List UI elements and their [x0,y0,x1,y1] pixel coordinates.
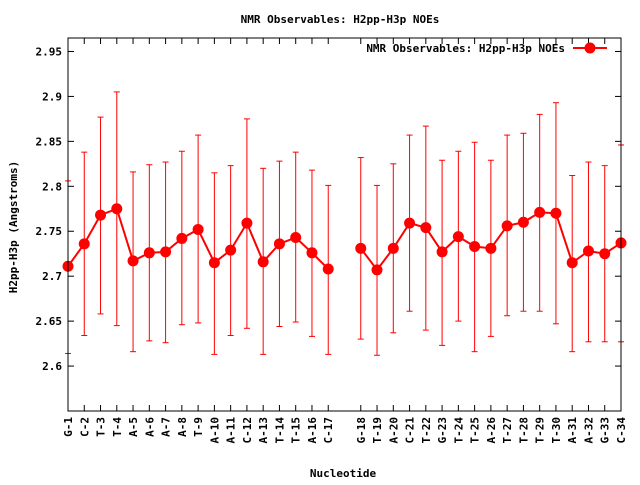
y-tick-label: 2.8 [42,180,62,193]
data-point [420,222,432,234]
data-point [485,242,497,254]
x-tick-label: A-13 [257,417,270,444]
y-tick-label: 2.75 [36,225,63,238]
data-point [160,246,172,258]
y-tick-label: 2.9 [42,90,62,103]
data-point [517,216,529,228]
y-axis-label: H2pp-H3p (Angstroms) [7,161,20,293]
x-tick-label: G-23 [436,417,449,444]
data-point [257,256,269,268]
data-point [534,206,546,218]
x-tick-label: G-1 [62,417,75,437]
x-tick-label: A-11 [225,417,238,444]
y-tick-label: 2.95 [36,45,63,58]
data-point [322,263,334,275]
chart-title: NMR Observables: H2pp-H3p NOEs [241,13,440,26]
x-tick-label: C-17 [322,417,335,444]
x-tick-label: T-27 [501,417,514,444]
data-point [95,209,107,221]
x-tick-label: G-18 [355,417,368,444]
x-tick-label: T-15 [290,417,303,444]
x-tick-label: T-28 [517,417,530,444]
data-point [387,242,399,254]
legend: NMR Observables: H2pp-H3p NOEs [366,42,607,55]
x-tick-label: A-16 [306,417,319,444]
x-tick-label: T-24 [452,417,465,444]
data-point [355,242,367,254]
x-tick-label: C-12 [241,417,254,444]
x-tick-label: T-19 [371,417,384,444]
x-tick-label: C-2 [78,417,91,437]
x-tick-label: T-3 [95,417,108,437]
data-point [225,244,237,256]
data-point [192,223,204,235]
data-point [469,241,481,253]
x-tick-label: T-4 [111,417,124,437]
data-point [599,248,611,260]
x-tick-label: A-8 [176,417,189,437]
plot-frame [67,37,622,412]
x-tick-label: G-33 [599,417,612,444]
x-tick-label: T-30 [550,417,563,444]
data-point [241,217,253,229]
x-tick-label: C-34 [615,417,628,444]
data-point [127,255,139,267]
y-tick-label: 2.7 [42,270,62,283]
x-axis-label: Nucleotide [310,467,377,480]
data-point [371,264,383,276]
data-point [111,203,123,215]
x-tick-label: T-14 [273,417,286,444]
data-point [273,238,285,250]
data-point [306,247,318,259]
data-point [436,246,448,258]
data-point [78,238,90,250]
x-tick-label: C-21 [404,417,417,444]
data-point [566,257,578,269]
legend-label: NMR Observables: H2pp-H3p NOEs [366,42,565,55]
legend-marker [584,42,596,54]
data-point [404,217,416,229]
data-point [550,207,562,219]
x-tick-label: A-5 [127,417,140,437]
x-tick-label: T-9 [192,417,205,437]
y-tick-label: 2.65 [36,315,63,328]
data-point [143,247,155,259]
x-tick-label: A-6 [143,417,156,437]
x-tick-label: A-31 [566,417,579,444]
x-tick-label: T-22 [420,417,433,444]
data-point [208,257,220,269]
data-point [176,232,188,244]
data-point [582,245,594,257]
data-point [501,220,513,232]
data-point [290,232,302,244]
x-tick-label: A-7 [160,417,173,437]
data-point [452,231,464,243]
y-tick-label: 2.85 [36,135,63,148]
x-tick-label: A-20 [387,417,400,444]
x-tick-label: T-25 [469,417,482,444]
x-tick-label: A-32 [582,417,595,444]
y-tick-label: 2.6 [42,360,62,373]
x-tick-label: T-29 [534,417,547,444]
x-tick-label: A-26 [485,417,498,444]
ticks-layer: 2.6 2.65 2.7 2.75 2.8 2.85 2.9 2.95 G-1 C-2 T-3 T-4… [36,38,628,444]
x-tick-label: A-10 [208,417,221,444]
